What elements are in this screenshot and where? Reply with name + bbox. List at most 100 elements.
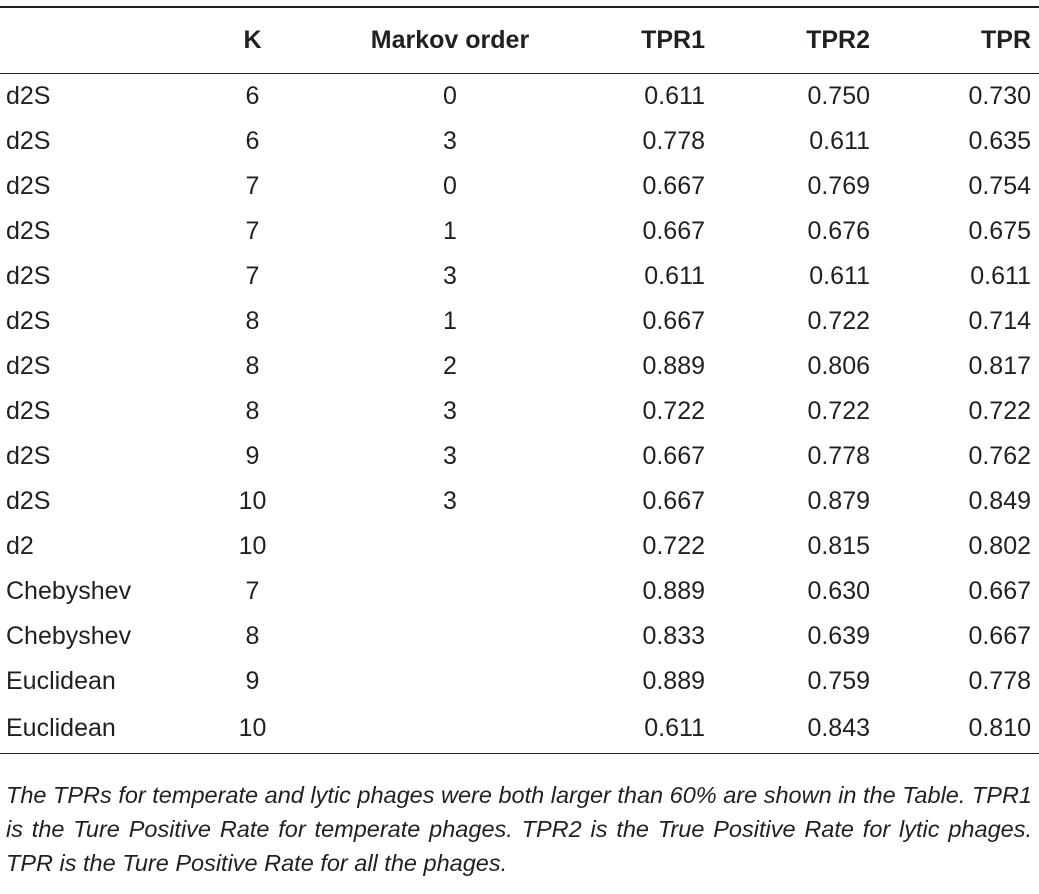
cell-tpr: 0.762 (968, 442, 1031, 470)
header-tpr: TPR (981, 26, 1031, 54)
cell-markov-order: 0 (443, 82, 457, 110)
cell-method: d2S (6, 217, 51, 245)
cell-tpr2: 0.778 (807, 442, 870, 470)
table-row: d2S 7 1 0.667 0.676 0.675 (0, 209, 1039, 254)
cell-tpr2: 0.750 (807, 82, 870, 110)
cell-markov-order: 0 (443, 172, 457, 200)
cell-tpr1: 0.667 (642, 217, 705, 245)
cell-tpr2: 0.611 (809, 262, 870, 290)
cell-tpr2: 0.722 (807, 397, 870, 425)
cell-tpr: 0.667 (968, 577, 1031, 605)
table-row: d2S 6 3 0.778 0.611 0.635 (0, 119, 1039, 164)
cell-tpr: 0.611 (970, 262, 1031, 290)
cell-k: 9 (245, 442, 260, 470)
cell-markov-order: 3 (443, 397, 457, 425)
results-table: K Markov order TPR1 TPR2 TPR d2S 6 0 0.611 0… (0, 6, 1039, 754)
cell-tpr1: 0.778 (642, 127, 705, 155)
cell-tpr: 0.849 (968, 487, 1031, 515)
cell-tpr1: 0.667 (642, 442, 705, 470)
cell-markov-order: 3 (443, 127, 457, 155)
cell-method: d2S (6, 442, 51, 470)
cell-method: d2S (6, 397, 51, 425)
cell-k: 7 (245, 262, 260, 290)
cell-markov-order: 3 (443, 442, 457, 470)
cell-markov-order: 1 (443, 307, 457, 335)
table-row: d2S 8 2 0.889 0.806 0.817 (0, 344, 1039, 389)
cell-tpr1: 0.667 (642, 487, 705, 515)
cell-k: 8 (245, 622, 260, 650)
table-row: Chebyshev 7 0.889 0.630 0.667 (0, 569, 1039, 614)
cell-tpr2: 0.676 (807, 217, 870, 245)
cell-k: 10 (238, 714, 267, 742)
cell-k: 8 (245, 352, 260, 380)
cell-tpr1: 0.889 (642, 352, 705, 380)
cell-method: d2S (6, 262, 51, 290)
cell-tpr1: 0.889 (642, 577, 705, 605)
cell-k: 6 (245, 82, 260, 110)
table-row: d2S 6 0 0.611 0.750 0.730 (0, 74, 1039, 120)
cell-tpr1: 0.667 (642, 172, 705, 200)
cell-markov-order (305, 704, 595, 754)
cell-method: d2S (6, 82, 51, 110)
cell-tpr: 0.730 (968, 82, 1031, 110)
cell-tpr2: 0.843 (807, 714, 870, 742)
cell-method: d2S (6, 307, 51, 335)
cell-method: d2S (6, 127, 51, 155)
cell-tpr: 0.817 (968, 352, 1031, 380)
table-body: d2S 6 0 0.611 0.750 0.730 d2S 6 3 0.778 0.611 0.635… (0, 74, 1039, 754)
cell-k: 10 (238, 487, 267, 515)
cell-tpr2: 0.722 (807, 307, 870, 335)
cell-tpr1: 0.889 (642, 667, 705, 695)
cell-tpr: 0.778 (968, 667, 1031, 695)
table-row: d2S 7 0 0.667 0.769 0.754 (0, 164, 1039, 209)
cell-method: d2 (6, 532, 34, 560)
table-row: d2S 8 3 0.722 0.722 0.722 (0, 389, 1039, 434)
cell-tpr: 0.714 (968, 307, 1031, 335)
cell-method: Euclidean (6, 714, 116, 742)
cell-markov-order: 3 (443, 487, 457, 515)
table-row: d2 10 0.722 0.815 0.802 (0, 524, 1039, 569)
cell-tpr2: 0.806 (807, 352, 870, 380)
cell-tpr: 0.722 (968, 397, 1031, 425)
cell-method: Chebyshev (6, 622, 132, 650)
cell-tpr: 0.635 (968, 127, 1031, 155)
cell-tpr2: 0.815 (807, 532, 870, 560)
cell-tpr: 0.667 (968, 622, 1031, 650)
cell-markov-order: 3 (443, 262, 457, 290)
cell-markov-order: 2 (443, 352, 457, 380)
cell-k: 8 (245, 397, 260, 425)
table-header-row: K Markov order TPR1 TPR2 TPR (0, 7, 1039, 74)
cell-tpr1: 0.833 (642, 622, 705, 650)
cell-tpr: 0.675 (968, 217, 1031, 245)
table-row: d2S 10 3 0.667 0.879 0.849 (0, 479, 1039, 524)
cell-tpr2: 0.630 (807, 577, 870, 605)
cell-method: d2S (6, 487, 51, 515)
table-row: d2S 7 3 0.611 0.611 0.611 (0, 254, 1039, 299)
cell-tpr1: 0.667 (642, 307, 705, 335)
header-tpr1: TPR1 (641, 26, 705, 54)
cell-k: 6 (245, 127, 260, 155)
cell-tpr1: 0.722 (642, 532, 705, 560)
cell-k: 7 (245, 172, 260, 200)
table-row: Euclidean 9 0.889 0.759 0.778 (0, 659, 1039, 704)
cell-k: 8 (245, 307, 260, 335)
cell-tpr2: 0.769 (807, 172, 870, 200)
cell-markov-order (305, 659, 595, 704)
cell-tpr2: 0.639 (807, 622, 870, 650)
cell-k: 9 (245, 667, 260, 695)
cell-tpr1: 0.611 (644, 82, 705, 110)
cell-tpr: 0.754 (968, 172, 1031, 200)
cell-method: Chebyshev (6, 577, 132, 605)
cell-markov-order (305, 614, 595, 659)
cell-markov-order (305, 569, 595, 614)
cell-tpr1: 0.722 (642, 397, 705, 425)
cell-tpr2: 0.759 (807, 667, 870, 695)
cell-k: 7 (245, 217, 260, 245)
table-row: Euclidean 10 0.611 0.843 0.810 (0, 704, 1039, 754)
cell-tpr: 0.810 (968, 714, 1031, 742)
cell-tpr2: 0.611 (809, 127, 870, 155)
cell-method: d2S (6, 172, 51, 200)
header-markov-order: Markov order (370, 26, 530, 54)
cell-tpr1: 0.611 (644, 262, 705, 290)
